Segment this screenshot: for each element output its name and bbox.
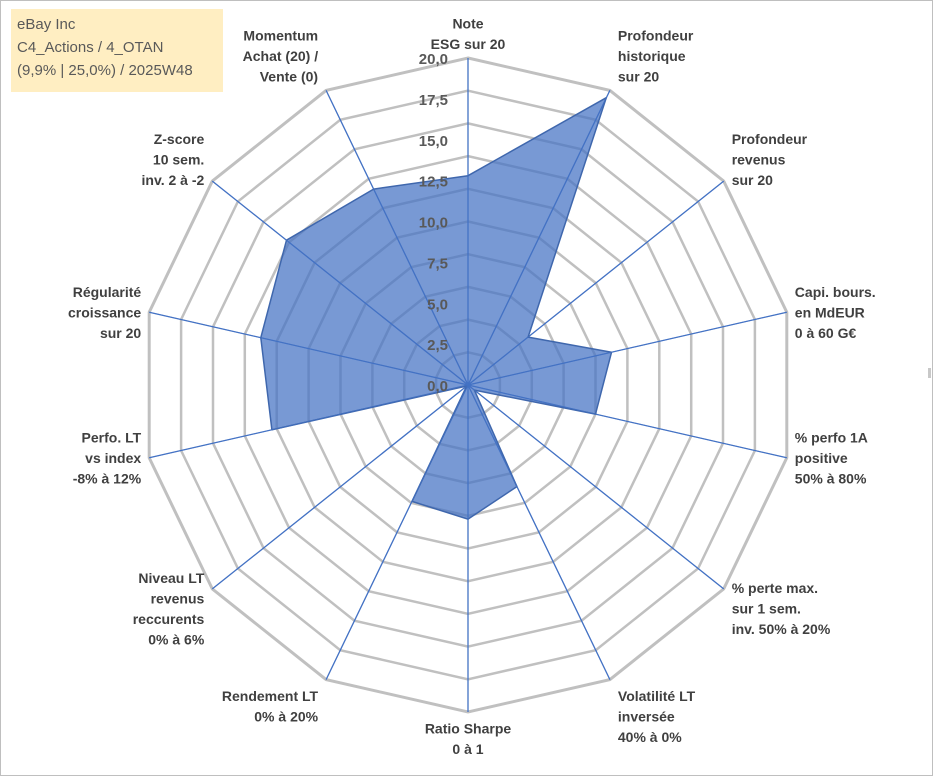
- axis-label: Volatilité LT inversée 40% à 0%: [618, 688, 696, 745]
- tick-label: 10,0: [419, 215, 448, 232]
- tick-label: 12,5: [419, 174, 448, 191]
- axis-spoke-overlay: [325, 90, 469, 386]
- axis-spoke-overlay: [211, 384, 469, 590]
- axis-label: Note ESG sur 20: [431, 15, 506, 52]
- tick-label: 17,5: [419, 92, 448, 109]
- axis-label: Profondeur historique sur 20: [618, 27, 694, 84]
- axis-label: Z-score 10 sem. inv. 2 à -2: [142, 131, 205, 188]
- axis-spoke-overlay: [467, 180, 725, 386]
- tick-label: 0,0: [427, 378, 448, 395]
- axis-label: Profondeur revenus sur 20: [732, 131, 808, 188]
- tick-label: 2,5: [427, 337, 448, 354]
- axis-spoke-overlay: [149, 384, 469, 459]
- axis-spoke-overlay: [149, 311, 469, 386]
- tick-label: 5,0: [427, 296, 448, 313]
- axis-label: Perfo. LT vs index -8% à 12%: [73, 429, 142, 486]
- axis-spoke-overlay: [467, 90, 611, 386]
- axis-label: % perfo 1A positive 50% à 80%: [795, 429, 868, 486]
- tick-label: 15,0: [419, 133, 448, 150]
- company-name: eBay Inc: [17, 16, 76, 33]
- axis-category-labels: Note ESG sur 20 Profondeur historique sur 20…: [68, 15, 876, 757]
- scrollbar-thumb[interactable]: [928, 368, 931, 378]
- portfolio-path: C4_Actions / 4_OTAN: [17, 39, 164, 56]
- axis-spoke-overlay: [467, 311, 787, 386]
- axis-spoke-overlay: [467, 384, 725, 590]
- axis-label: Niveau LT revenus reccurents 0% à 6%: [133, 570, 205, 648]
- axis-spoke-overlay: [325, 384, 469, 680]
- axis-label: Momentum Achat (20) / Vente (0): [243, 27, 319, 84]
- axis-label: % perte max. sur 1 sem. inv. 50% à 20%: [732, 580, 831, 637]
- axis-label: Régularité croissance sur 20: [68, 284, 141, 341]
- radar-series: [149, 58, 787, 712]
- tick-label: 7,5: [427, 255, 448, 272]
- info-box: eBay Inc C4_Actions / 4_OTAN (9,9% | 25,…: [11, 9, 223, 92]
- radial-tick-labels: 0,0 2,5 5,0 7,5 10,0 12,5 15,0 17,5 20,0: [419, 51, 448, 395]
- axis-label: Capi. bours. en MdEUR 0 à 60 G€: [795, 284, 876, 341]
- week-info: (9,9% | 25,0%) / 2025W48: [17, 62, 193, 79]
- tick-label: 20,0: [419, 51, 448, 68]
- axis-label: Ratio Sharpe 0 à 1: [425, 720, 512, 757]
- axis-spoke-overlay: [467, 384, 787, 459]
- axis-label: Rendement LT 0% à 20%: [222, 688, 319, 725]
- axis-spoke-overlay: [467, 384, 611, 680]
- axis-spoke-overlay: [211, 180, 469, 386]
